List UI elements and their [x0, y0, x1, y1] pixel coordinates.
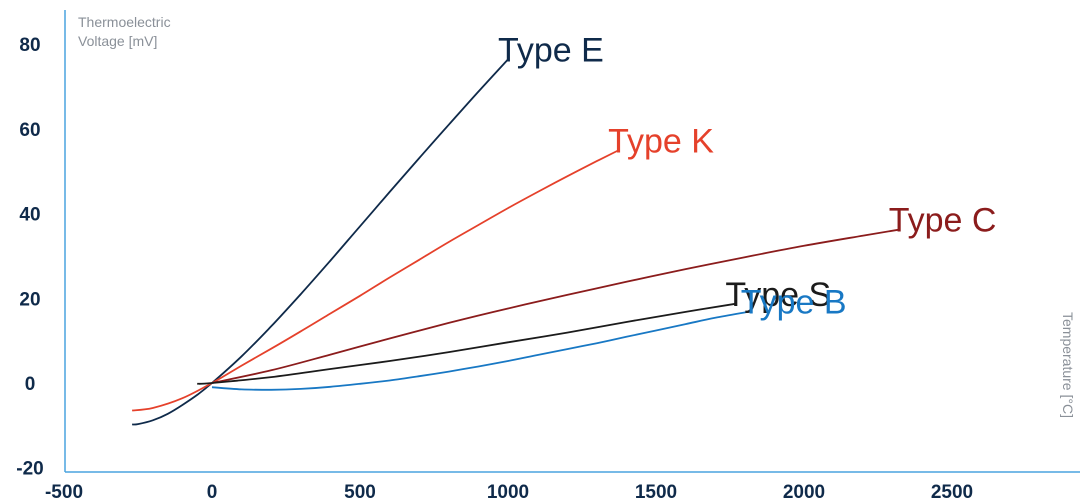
y-tick-group: -20 0 20 40 60 80 — [16, 35, 43, 480]
series-line-type-k — [131, 149, 619, 412]
x-tick-label: 1500 — [635, 482, 677, 500]
x-axis-label: Temperature [°C] — [1060, 312, 1076, 418]
series-label-type-c: Type C — [889, 202, 997, 240]
x-tick-label: 2000 — [783, 482, 825, 500]
y-tick-label: 0 — [25, 374, 36, 395]
series-label-type-k: Type K — [608, 122, 714, 160]
y-tick-label: 60 — [19, 120, 40, 141]
series-line-type-s — [197, 302, 736, 385]
x-tick-label: 0 — [207, 482, 218, 500]
series-label-type-e: Type E — [498, 31, 604, 69]
x-tick-label: 500 — [344, 482, 376, 500]
series-label-type-b: Type B — [741, 283, 847, 321]
x-tick-label: -500 — [45, 482, 83, 500]
x-tick-label: 1000 — [487, 482, 529, 500]
series-group — [131, 58, 899, 426]
y-tick-label: 20 — [19, 289, 40, 310]
x-tick-label: 2500 — [931, 482, 973, 500]
y-tick-label: -20 — [16, 459, 43, 480]
series-line-type-b — [211, 310, 751, 391]
series-line-type-e — [132, 58, 509, 426]
x-tick-group: -500 0 500 1000 1500 2000 2500 — [45, 482, 973, 500]
y-tick-label: 80 — [19, 35, 40, 56]
series-line-type-c — [211, 228, 899, 384]
y-tick-label: 40 — [19, 205, 40, 226]
y-axis-label-line-1: Thermoelectric — [78, 14, 171, 30]
y-axis-label-line-2: Voltage [mV] — [78, 33, 157, 49]
series-label-type-s: Type S — [725, 276, 831, 314]
